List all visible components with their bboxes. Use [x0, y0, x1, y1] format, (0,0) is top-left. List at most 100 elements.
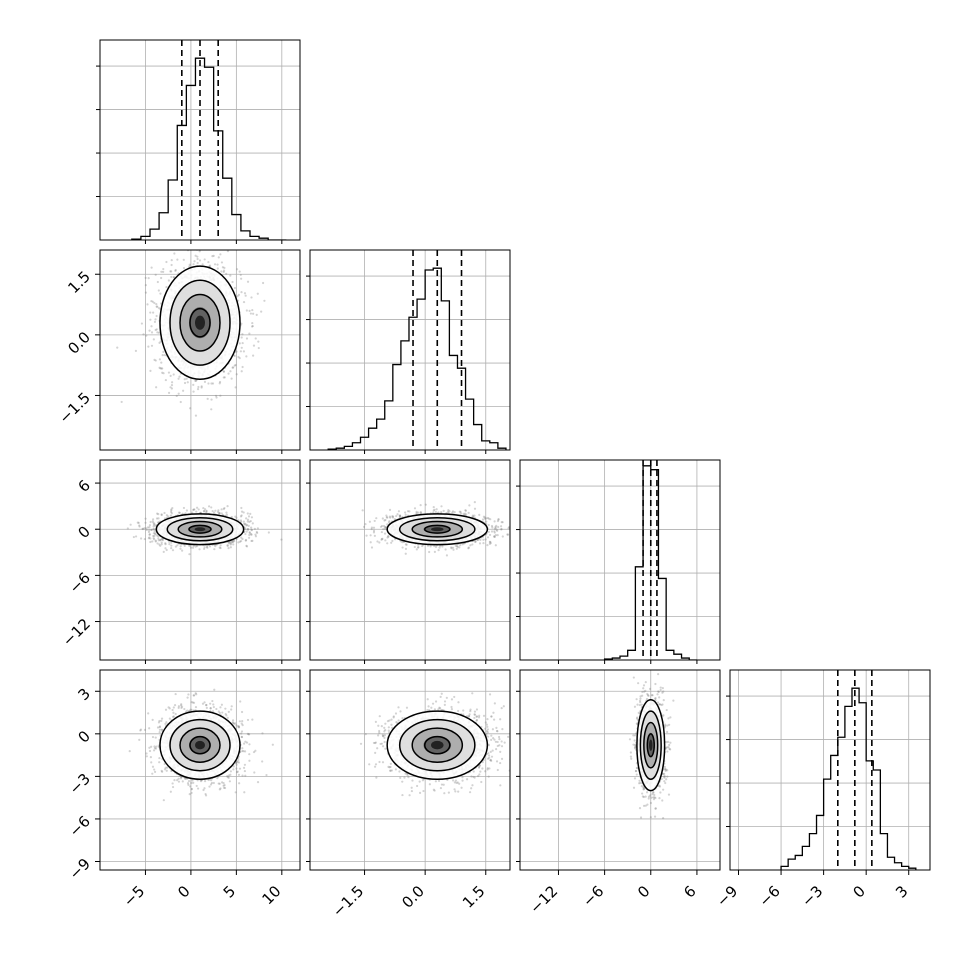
scatter-point	[251, 321, 254, 325]
scatter-panel-2-1	[309, 459, 511, 661]
scatter-point	[196, 245, 198, 247]
hist-panel-2	[516, 459, 721, 661]
scatter-point	[194, 379, 197, 382]
scatter-point	[158, 366, 161, 369]
scatter-point	[484, 538, 487, 541]
histogram-step	[780, 687, 917, 870]
scatter-point	[248, 332, 251, 335]
scatter-point	[379, 525, 383, 528]
scatter-point	[245, 545, 249, 548]
scatter-point	[194, 379, 198, 383]
scatter-point	[219, 394, 222, 397]
scatter-point	[204, 508, 207, 511]
scatter-point	[150, 325, 153, 328]
scatter-point	[246, 512, 249, 515]
scatter-point	[234, 386, 237, 389]
scatter-point	[236, 295, 239, 298]
scatter-point	[170, 508, 173, 511]
scatter-point	[223, 506, 226, 510]
scatter-point	[203, 258, 206, 261]
scatter-point	[158, 358, 161, 361]
scatter-point	[150, 528, 153, 532]
scatter-point	[120, 400, 123, 404]
scatter-point	[473, 507, 477, 510]
scatter-point	[168, 540, 171, 543]
scatter-point	[147, 277, 150, 280]
scatter-point	[147, 530, 151, 534]
scatter-point	[194, 545, 197, 548]
scatter-point	[249, 512, 252, 515]
scatter-point	[231, 366, 234, 369]
scatter-point	[151, 520, 154, 523]
scatter-point	[137, 521, 140, 524]
scatter-point	[170, 387, 174, 390]
scatter-point	[182, 389, 185, 392]
scatter-point	[239, 515, 243, 518]
scatter-point	[196, 388, 200, 391]
scatter-point	[479, 538, 482, 541]
scatter-point	[206, 242, 208, 244]
scatter-point	[182, 266, 186, 270]
scatter-point	[192, 233, 194, 235]
scatter-point	[483, 517, 487, 520]
scatter-point	[257, 346, 260, 350]
scatter-point	[218, 512, 221, 515]
scatter-point	[251, 308, 254, 312]
scatter-point	[134, 349, 138, 352]
scatter-point	[229, 541, 232, 544]
scatter-point	[136, 521, 139, 524]
scatter-point	[132, 535, 135, 539]
contour-line	[188, 524, 212, 534]
scatter-point	[163, 353, 166, 357]
scatter-point	[386, 516, 389, 519]
scatter-point	[149, 318, 152, 321]
scatter-point	[206, 546, 209, 549]
scatter-point	[159, 340, 162, 343]
scatter-point	[218, 511, 221, 515]
scatter-point	[232, 366, 235, 369]
scatter-point	[246, 520, 249, 523]
scatter-point	[198, 259, 202, 262]
scatter-point	[170, 512, 173, 515]
scatter-point	[401, 541, 404, 544]
scatter-point	[250, 539, 253, 543]
scatter-point	[370, 546, 374, 549]
scatter-point	[170, 384, 174, 387]
scatter-point	[482, 515, 486, 518]
scatter-point	[176, 258, 179, 261]
scatter-point	[239, 539, 243, 543]
density-fill	[195, 315, 205, 330]
scatter-point	[433, 544, 436, 548]
scatter-point	[177, 242, 179, 244]
scatter-point	[372, 529, 376, 532]
scatter-point	[150, 528, 153, 531]
scatter-point	[129, 523, 132, 526]
scatter-point	[227, 372, 230, 375]
scatter-point	[155, 314, 158, 318]
scatter-point	[415, 510, 418, 513]
scatter-point	[157, 539, 160, 542]
scatter-point	[154, 359, 157, 362]
scatter-point	[157, 537, 160, 540]
scatter-point	[245, 544, 248, 547]
scatter-point	[206, 397, 209, 400]
scatter-point	[144, 527, 148, 530]
scatter-point	[165, 548, 168, 552]
scatter-point	[244, 294, 247, 297]
scatter-point	[246, 280, 250, 283]
scatter-point	[249, 519, 252, 523]
scatter-point	[383, 527, 387, 531]
scatter-point	[244, 538, 248, 542]
scatter-point	[183, 544, 186, 548]
scatter-point	[240, 514, 243, 517]
scatter-point	[145, 528, 148, 532]
scatter-point	[447, 509, 450, 512]
scatter-point	[197, 385, 200, 389]
scatter-point	[154, 524, 157, 527]
scatter-point	[434, 510, 437, 514]
scatter-point	[380, 537, 383, 541]
scatter-point	[186, 381, 189, 384]
scatter-point	[170, 509, 173, 512]
scatter-point	[152, 528, 155, 531]
scatter-point	[489, 542, 492, 545]
